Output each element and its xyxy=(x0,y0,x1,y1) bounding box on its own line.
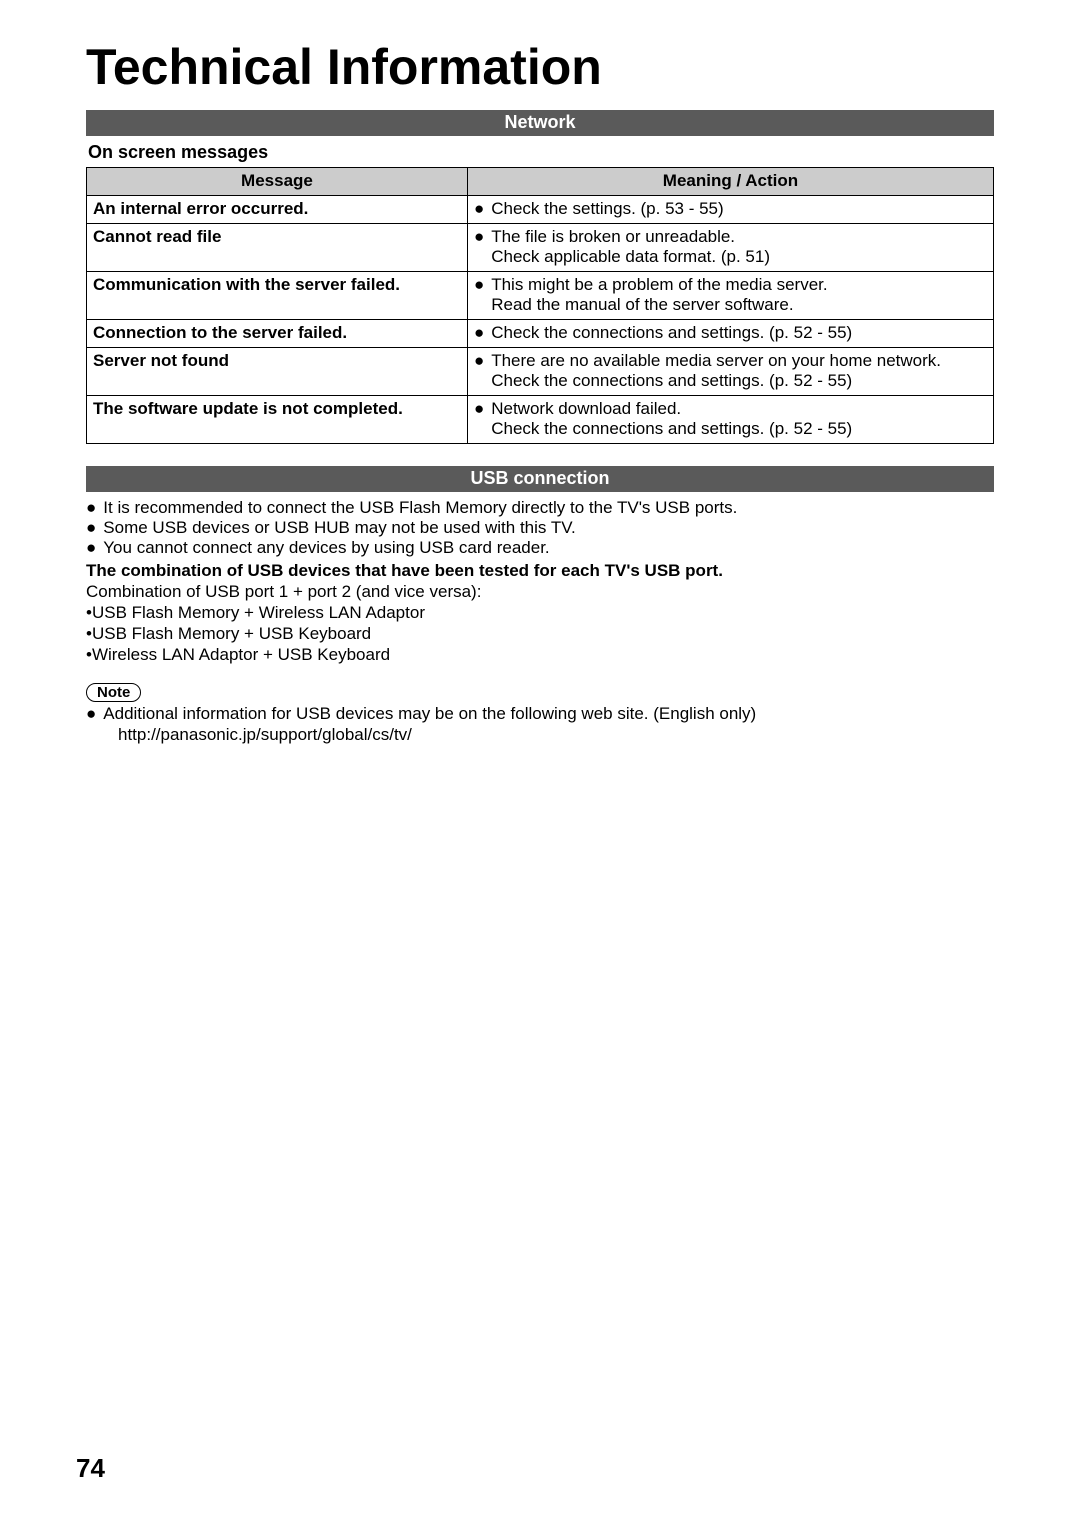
page-number: 74 xyxy=(76,1453,105,1484)
bullet-icon: ● xyxy=(474,275,484,295)
table-cell-action: ● Network download failed. Check the conn… xyxy=(467,396,993,444)
usb-bullet-text: You cannot connect any devices by using … xyxy=(103,538,549,558)
bullet-icon: ● xyxy=(474,227,484,247)
bullet-icon: ● xyxy=(86,498,96,518)
table-row: Cannot read file ● The file is broken or u… xyxy=(87,224,994,272)
table-cell-action: ● There are no available media server on … xyxy=(467,348,993,396)
usb-bullet-text: Some USB devices or USB HUB may not be u… xyxy=(103,518,575,538)
bullet-icon: ● xyxy=(474,323,484,343)
bullet-icon: ● xyxy=(86,704,96,724)
table-cell-message: Connection to the server failed. xyxy=(87,320,468,348)
usb-combination-heading: The combination of USB devices that have… xyxy=(86,560,994,581)
table-header-action: Meaning / Action xyxy=(467,168,993,196)
page-title: Technical Information xyxy=(86,38,994,96)
usb-combination-intro: Combination of USB port 1 + port 2 (and … xyxy=(86,581,994,602)
bullet-icon: ● xyxy=(86,518,96,538)
table-row: An internal error occurred. ● Check the se… xyxy=(87,196,994,224)
usb-combination-item: •USB Flash Memory + Wireless LAN Adaptor xyxy=(86,602,994,623)
table-cell-message: Cannot read file xyxy=(87,224,468,272)
usb-combination-item: •Wireless LAN Adaptor + USB Keyboard xyxy=(86,644,994,665)
bullet-icon: ● xyxy=(474,199,484,219)
note-url: http://panasonic.jp/support/global/cs/tv… xyxy=(118,724,994,745)
messages-table-body: An internal error occurred. ● Check the se… xyxy=(87,196,994,444)
table-row: Server not found ● There are no available … xyxy=(87,348,994,396)
note-block: ● Additional information for USB devices… xyxy=(86,704,994,745)
table-cell-message: Server not found xyxy=(87,348,468,396)
action-text: Check the connections and settings. (p. … xyxy=(491,323,852,343)
table-cell-action: ● The file is broken or unreadable. Check… xyxy=(467,224,993,272)
action-text: Network download failed. Check the conne… xyxy=(491,399,852,439)
action-text: This might be a problem of the media ser… xyxy=(491,275,827,315)
bullet-icon: ● xyxy=(474,399,484,419)
table-header-message: Message xyxy=(87,168,468,196)
subheading-onscreen-messages: On screen messages xyxy=(86,142,994,163)
messages-table: Message Meaning / Action An internal err… xyxy=(86,167,994,444)
note-chip: Note xyxy=(86,683,141,702)
table-cell-action: ● Check the settings. (p. 53 - 55) xyxy=(467,196,993,224)
bullet-icon: ● xyxy=(474,351,484,371)
note-text: Additional information for USB devices m… xyxy=(103,704,756,724)
usb-bullet-text: It is recommended to connect the USB Fla… xyxy=(103,498,737,518)
bullet-icon: ● xyxy=(86,538,96,558)
usb-combination-list: •USB Flash Memory + Wireless LAN Adaptor… xyxy=(86,602,994,665)
section-heading-network: Network xyxy=(86,110,994,136)
table-cell-message: An internal error occurred. xyxy=(87,196,468,224)
action-text: There are no available media server on y… xyxy=(491,351,941,391)
table-row: The software update is not completed. ● Ne… xyxy=(87,396,994,444)
section-heading-usb: USB connection xyxy=(86,466,994,492)
table-cell-message: Communication with the server failed. xyxy=(87,272,468,320)
table-row: Connection to the server failed. ● Check t… xyxy=(87,320,994,348)
table-cell-action: ● This might be a problem of the media se… xyxy=(467,272,993,320)
usb-combination-item: •USB Flash Memory + USB Keyboard xyxy=(86,623,994,644)
table-cell-message: The software update is not completed. xyxy=(87,396,468,444)
table-row: Communication with the server failed. ● Th… xyxy=(87,272,994,320)
usb-bullet-list: ● It is recommended to connect the USB Fl… xyxy=(86,498,994,558)
table-cell-action: ● Check the connections and settings. (p.… xyxy=(467,320,993,348)
action-text: Check the settings. (p. 53 - 55) xyxy=(491,199,723,219)
action-text: The file is broken or unreadable. Check … xyxy=(491,227,770,267)
